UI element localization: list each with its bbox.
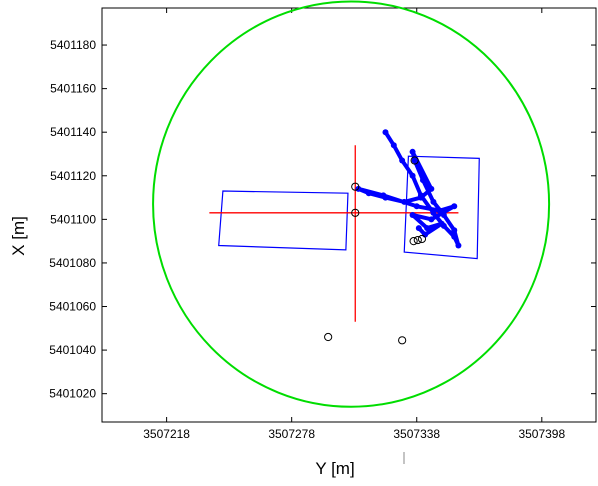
marker-7 xyxy=(398,336,407,345)
track-point-9 xyxy=(451,227,458,234)
track-point-13 xyxy=(411,157,418,164)
track-point-12 xyxy=(419,177,426,184)
track-point-30 xyxy=(415,225,422,232)
track-point-28 xyxy=(438,220,445,227)
x-tick-label: 3507398 xyxy=(518,427,565,441)
marker-6 xyxy=(324,332,333,342)
y-tick-label: 5401040 xyxy=(49,343,96,357)
x-tick-label: 3507338 xyxy=(393,427,440,441)
y-tick-label: 5401120 xyxy=(50,169,96,183)
track-point-25 xyxy=(428,216,435,223)
y-axis-title: X [m] xyxy=(9,216,28,256)
rect-right xyxy=(403,155,480,260)
y-tick-label: 5401160 xyxy=(50,82,96,96)
track-point-5 xyxy=(430,209,437,216)
y-tick-label: 5401060 xyxy=(49,300,96,314)
y-tick-label: 5401100 xyxy=(50,212,96,226)
track-point-14 xyxy=(409,148,416,155)
marker-3 xyxy=(409,237,418,246)
y-axis-ticks: 5401020 5401040 5401060 5401080 5401100 54011… xyxy=(49,38,596,401)
range-circle xyxy=(152,0,551,408)
track-point-2 xyxy=(399,157,406,164)
track-point-0 xyxy=(382,129,389,136)
track-point-26 xyxy=(409,212,416,218)
track-point-10 xyxy=(440,212,447,218)
x-axis-ticks: 3507218 3507278 3507338 3507398 xyxy=(143,8,565,441)
plot-shapes xyxy=(152,0,551,408)
track-point-8 xyxy=(455,242,462,249)
marker-1 xyxy=(351,208,360,217)
track-point-21 xyxy=(380,192,387,199)
track-point-17 xyxy=(401,198,408,205)
y-tick-label: 5401080 xyxy=(49,256,96,270)
plot-area xyxy=(101,7,597,423)
y-tick-label: 5401020 xyxy=(49,387,96,401)
x-tick-label: 3507278 xyxy=(268,427,315,441)
track-point-22 xyxy=(413,203,420,210)
marker-4 xyxy=(413,235,422,245)
track-point-11 xyxy=(430,198,437,205)
track-point-24 xyxy=(451,203,458,210)
x-axis-title: Y [m] xyxy=(315,459,354,478)
x-tick-label: 3507218 xyxy=(143,427,190,441)
track-point-16 xyxy=(417,194,424,201)
track-point-3 xyxy=(409,172,416,179)
marker-0 xyxy=(351,182,360,191)
rect-left xyxy=(218,190,349,251)
track-point-19 xyxy=(365,190,372,197)
marker-5 xyxy=(417,234,427,244)
y-tick-label: 5401140 xyxy=(50,125,96,139)
y-tick-label: 5401180 xyxy=(50,38,96,52)
marker-2 xyxy=(410,156,419,165)
track-point-27 xyxy=(424,225,431,232)
track-point-15 xyxy=(428,185,435,192)
track-point-1 xyxy=(390,142,397,149)
track-point-23 xyxy=(436,207,443,214)
track-point-7 xyxy=(451,233,458,240)
